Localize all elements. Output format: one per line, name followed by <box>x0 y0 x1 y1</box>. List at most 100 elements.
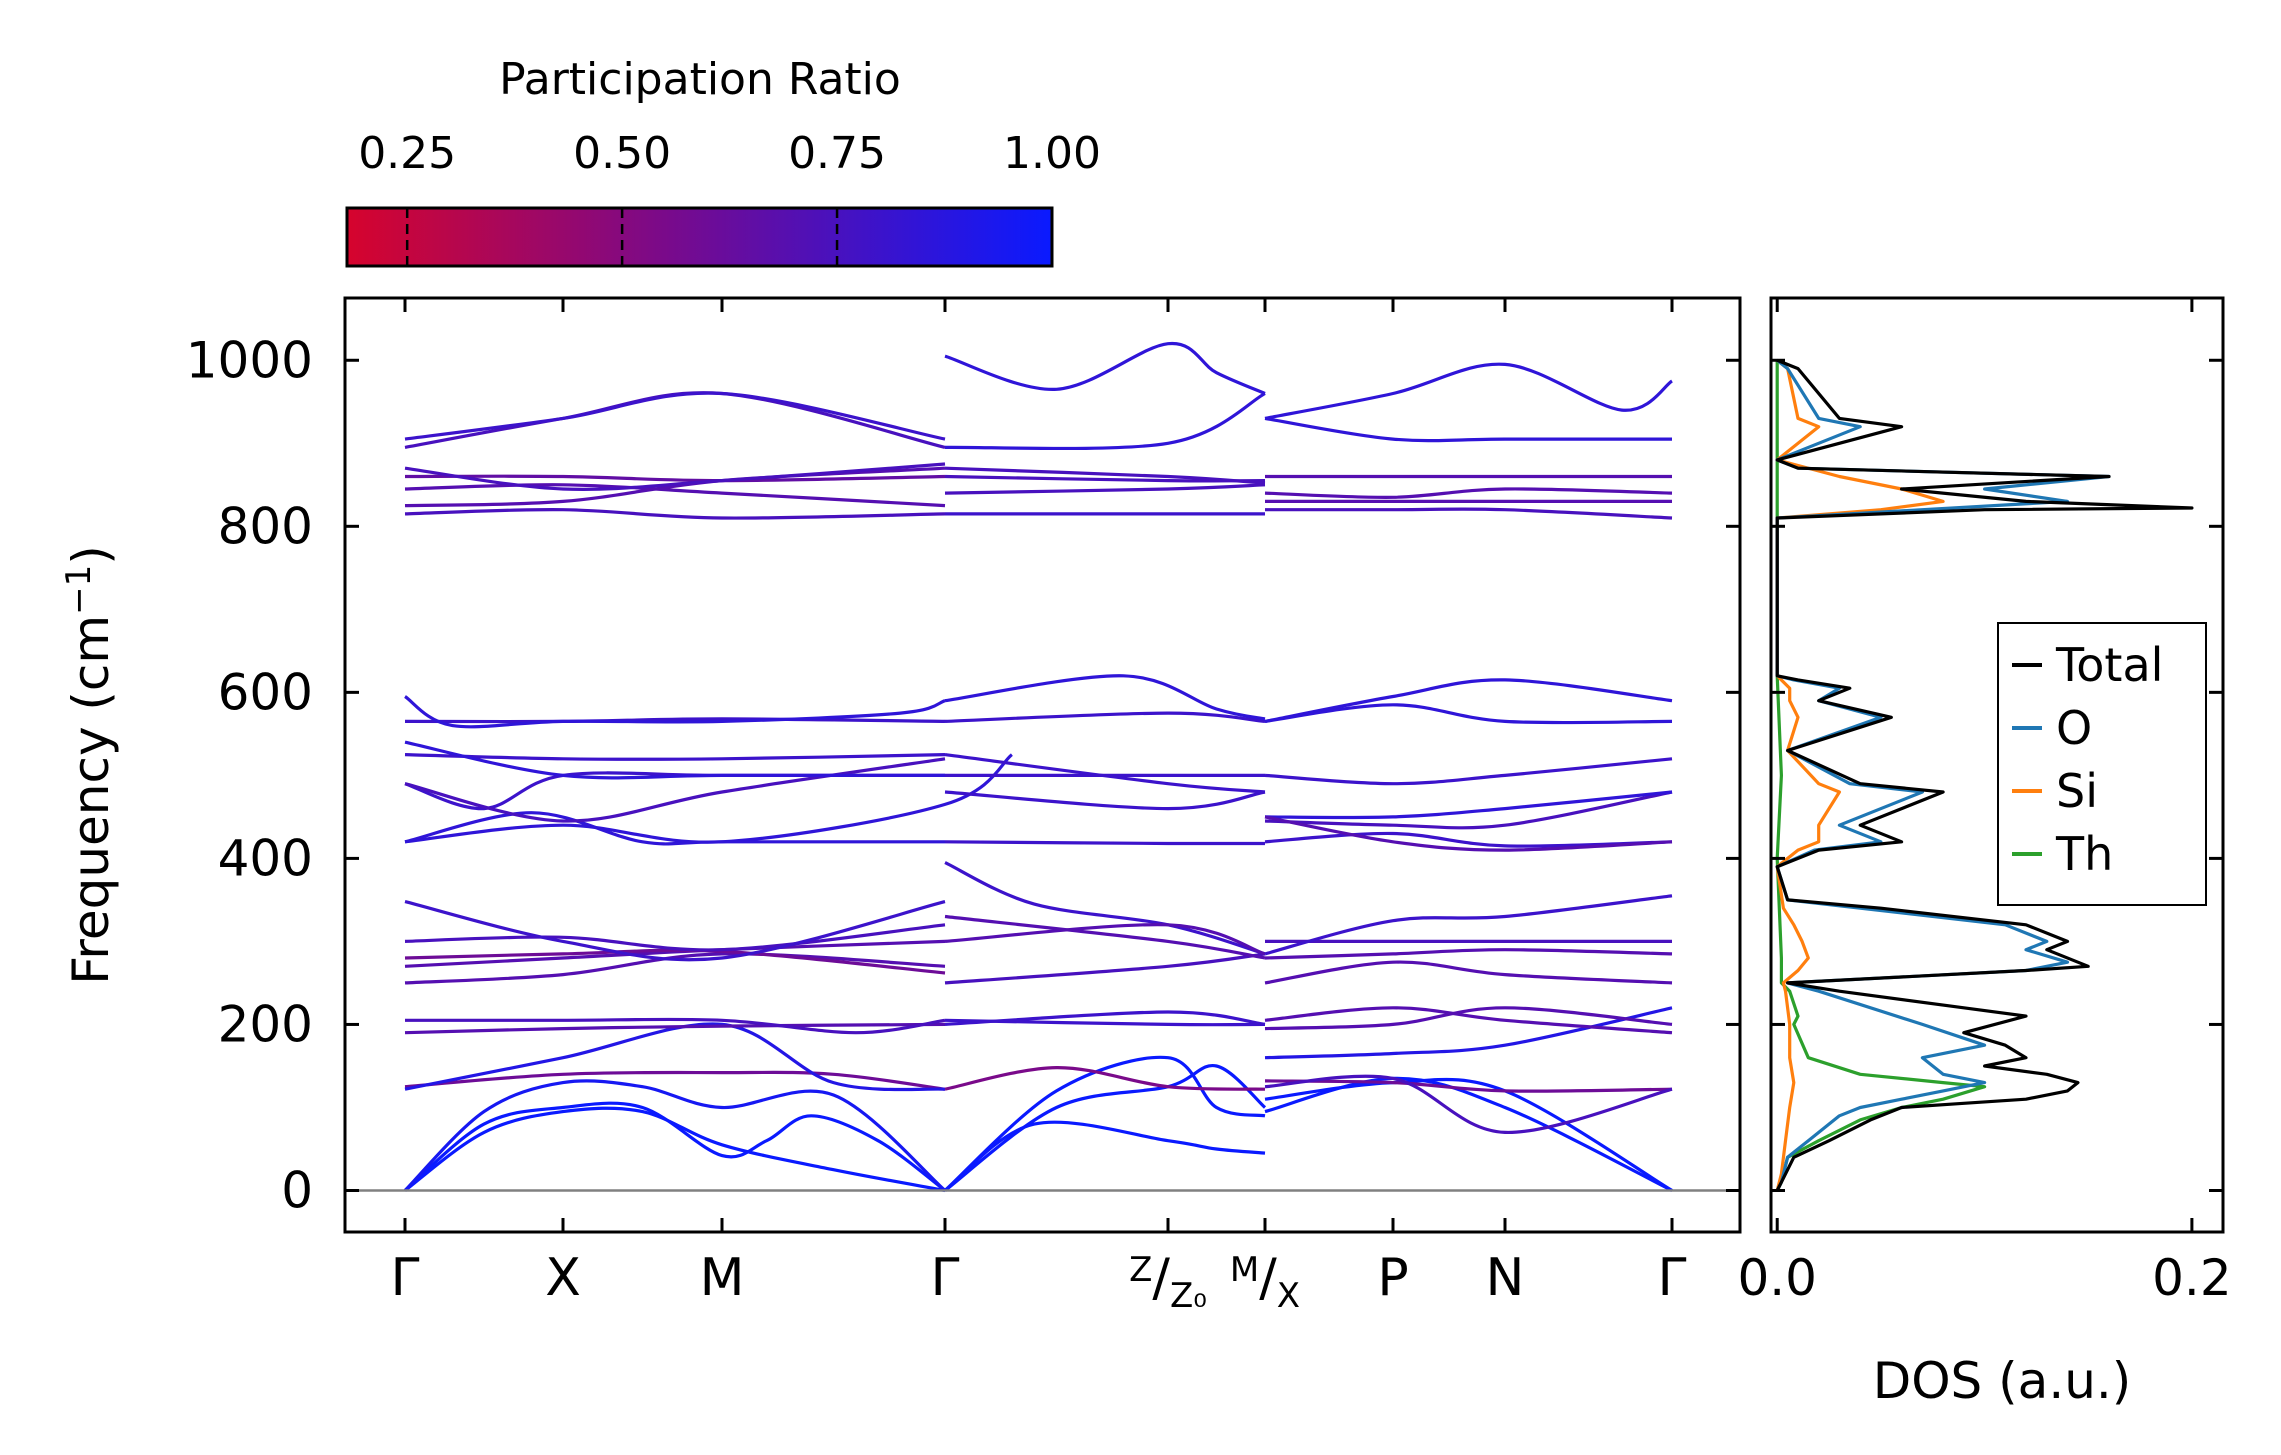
colorbar-title: Participation Ratio <box>499 54 901 105</box>
legend-label-th: Th <box>2055 827 2113 881</box>
band-acoustic-1b <box>944 1064 1267 1192</box>
band-band-160c <box>1264 1006 1673 1060</box>
band-band-250z <box>944 952 1266 985</box>
band-band-565c <box>1264 678 1673 723</box>
band-acoustic-1 <box>404 1106 946 1193</box>
band-band-440c <box>1264 790 1673 830</box>
colorbar-tick-label: 0.75 <box>788 128 886 179</box>
colorbar-tick-label: 1.00 <box>1003 128 1101 179</box>
y-tick-label: 1000 <box>186 331 313 389</box>
legend-frame <box>1997 622 2207 906</box>
y-tick-label: 0 <box>281 1161 313 1219</box>
band-band-120a <box>404 1070 946 1091</box>
x-tick-label: N <box>1486 1248 1525 1308</box>
band-acoustic-1c <box>1264 1076 1673 1192</box>
y-tick-label: 200 <box>218 995 313 1053</box>
band-band-540 <box>404 740 945 780</box>
band-band-565 <box>404 717 946 724</box>
band-band-300z <box>944 923 1266 956</box>
band-lines <box>403 342 1673 1193</box>
band-band-905 <box>404 391 946 441</box>
dos-axis-ticks: 0.0 0.2 <box>1737 298 2232 1307</box>
dos-series-total <box>1775 358 2194 1192</box>
band-band-210c <box>1264 1006 1673 1035</box>
band-acoustic-3b <box>943 1055 1266 1192</box>
dos-series-si <box>1775 359 1945 1191</box>
band-band-215z <box>944 1010 1266 1026</box>
band-band-270 <box>404 939 946 968</box>
band-band-120b <box>404 1022 946 1092</box>
band-band-490 <box>404 757 946 823</box>
band-band-870 <box>404 462 946 491</box>
dos-axes-frame <box>1769 296 2225 1234</box>
legend-label-si: Si <box>2056 764 2098 818</box>
band-band-280 <box>404 948 946 975</box>
band-band-250 <box>404 952 946 985</box>
band-band-420c <box>1264 831 1673 848</box>
band-band-420b <box>404 811 945 846</box>
band-band-280z <box>944 861 1266 956</box>
band-band-870z <box>944 466 1266 485</box>
band-band-300 <box>404 923 946 952</box>
band-band-860 <box>404 474 946 483</box>
band-band-480z <box>944 790 1266 811</box>
band-band-525z <box>944 753 1266 794</box>
band-band-620z <box>944 674 1266 721</box>
band-band-345 <box>404 900 946 962</box>
band-band-410z <box>944 840 1266 846</box>
band-band-900z <box>944 392 1266 451</box>
band-band-420a <box>404 753 1013 844</box>
y-axis-label: Frequency (cm−1) <box>59 545 120 985</box>
band-band-130c <box>1264 1074 1673 1135</box>
colorbar-tick-label: 0.25 <box>358 128 456 179</box>
legend: Total O Si Th <box>1997 622 2207 906</box>
y-axis-ticks: 0 200 400 600 800 1000 <box>186 331 1740 1219</box>
band-band-190c <box>1264 1006 1673 1031</box>
band-band-280c <box>1264 948 1673 960</box>
x-tick-label: M/X <box>1230 1248 1300 1316</box>
band-band-845 <box>404 483 946 508</box>
band-axes-frame <box>343 296 1742 1234</box>
legend-label-total: Total <box>2055 638 2163 692</box>
band-band-590 <box>404 695 946 729</box>
x-tick-label: P <box>1377 1248 1408 1308</box>
band-band-320c <box>1264 894 1673 956</box>
band-band-815 <box>404 508 946 520</box>
y-tick-label: 600 <box>218 663 313 721</box>
colorbar-tick-label: 0.50 <box>573 128 671 179</box>
band-acoustic-2 <box>403 1101 946 1192</box>
band-band-565z <box>944 711 1266 723</box>
y-tick-label: 800 <box>218 497 313 555</box>
dos-lines <box>1775 358 2194 1192</box>
band-acoustic-2c <box>1264 1077 1673 1192</box>
dos-panel: 0.0 0.2 DOS (a.u.) Total O Si Th <box>1737 296 2232 1410</box>
band-band-470c <box>1264 815 1673 852</box>
band-band-125c <box>1264 1079 1673 1093</box>
band-acoustic-3 <box>403 1079 947 1192</box>
band-band-125z <box>944 1065 1266 1091</box>
band-band-905c <box>1264 416 1672 443</box>
band-band-845c <box>1264 487 1673 499</box>
dos-x-tick-label: 0.2 <box>2152 1249 2232 1307</box>
legend-label-o: O <box>2056 701 2092 755</box>
x-axis-ticks: Γ X M Γ Z/Z₀ M/X P N Γ <box>391 298 1687 1316</box>
colorbar-gradient <box>345 206 1054 268</box>
band-band-190 <box>404 1022 946 1035</box>
x-tick-label: Γ <box>1658 1248 1687 1308</box>
x-tick-label: X <box>545 1248 581 1308</box>
x-tick-label: Z/Z₀ <box>1129 1248 1207 1316</box>
band-band-520 <box>404 753 946 761</box>
band-band-450c <box>1264 790 1673 820</box>
band-band-205 <box>404 1017 946 1035</box>
colorbar-ticks: 0.25 0.50 0.75 1.00 <box>358 128 1101 266</box>
band-band-500c <box>1264 757 1673 786</box>
x-tick-label: Γ <box>391 1248 420 1308</box>
band-acoustic-2b <box>944 1120 1266 1192</box>
band-band-250c <box>1264 960 1673 985</box>
colorbar: Participation Ratio 0.25 0.50 0.75 1.00 <box>345 54 1101 268</box>
x-tick-label: M <box>700 1248 745 1308</box>
band-band-960c <box>1264 362 1673 420</box>
band-band-840z <box>944 483 1266 495</box>
dos-x-axis-label: DOS (a.u.) <box>1873 1352 2132 1410</box>
